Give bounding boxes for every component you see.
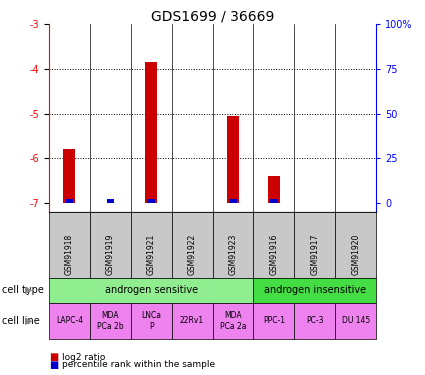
Bar <box>145 62 157 203</box>
Text: GSM91919: GSM91919 <box>106 234 115 275</box>
Bar <box>63 149 76 203</box>
Text: ■: ■ <box>49 352 58 362</box>
Text: GSM91923: GSM91923 <box>229 234 238 275</box>
Bar <box>147 200 155 203</box>
Text: ▶: ▶ <box>25 285 33 295</box>
Text: GSM91916: GSM91916 <box>269 234 278 275</box>
Text: GSM91920: GSM91920 <box>351 234 360 275</box>
Bar <box>229 200 237 203</box>
Text: DU 145: DU 145 <box>342 316 370 325</box>
Text: GSM91922: GSM91922 <box>187 234 196 275</box>
Text: androgen insensitive: androgen insensitive <box>264 285 366 295</box>
Text: GSM91917: GSM91917 <box>310 234 319 275</box>
Text: cell line: cell line <box>2 316 40 326</box>
Title: GDS1699 / 36669: GDS1699 / 36669 <box>151 9 274 23</box>
Text: MDA
PCa 2b: MDA PCa 2b <box>97 311 124 330</box>
Text: GSM91921: GSM91921 <box>147 234 156 275</box>
Bar <box>227 116 239 203</box>
Text: MDA
PCa 2a: MDA PCa 2a <box>220 311 246 330</box>
Text: PC-3: PC-3 <box>306 316 323 325</box>
Text: ▶: ▶ <box>25 316 33 326</box>
Bar <box>268 176 280 203</box>
Bar <box>107 200 114 203</box>
Bar <box>270 200 278 203</box>
Text: cell type: cell type <box>2 285 44 295</box>
Text: LNCa
P: LNCa P <box>141 311 161 330</box>
Text: ■: ■ <box>49 360 58 370</box>
Text: androgen sensitive: androgen sensitive <box>105 285 198 295</box>
Text: percentile rank within the sample: percentile rank within the sample <box>62 360 215 369</box>
Text: 22Rv1: 22Rv1 <box>180 316 204 325</box>
Text: GSM91918: GSM91918 <box>65 234 74 275</box>
Text: log2 ratio: log2 ratio <box>62 353 105 362</box>
Text: PPC-1: PPC-1 <box>263 316 285 325</box>
Text: LAPC-4: LAPC-4 <box>56 316 83 325</box>
Bar <box>65 200 73 203</box>
